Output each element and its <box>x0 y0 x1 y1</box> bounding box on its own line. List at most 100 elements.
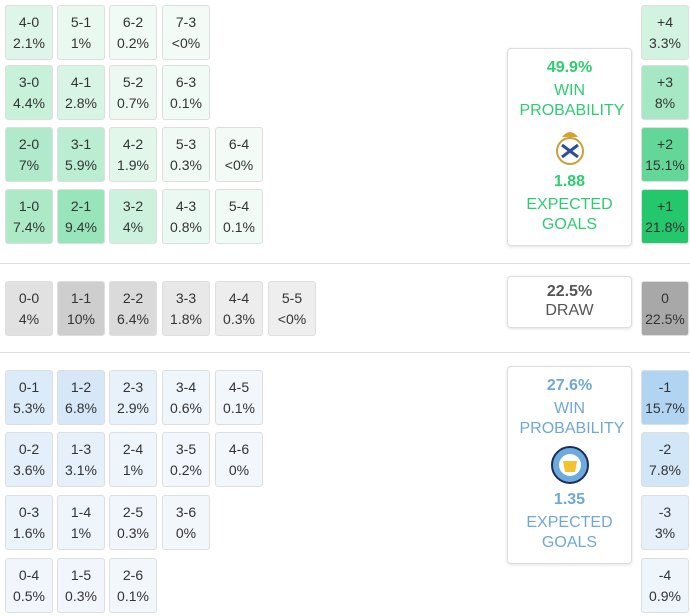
cell-label: 4-5 <box>228 378 250 395</box>
cell-probability: 5.3% <box>13 399 45 416</box>
cell-probability: 0.1% <box>223 218 255 235</box>
cell-label: +3 <box>657 73 673 90</box>
cell-label: 4-3 <box>175 197 197 214</box>
cell-label: -3 <box>658 503 672 520</box>
score-cell: 5-1 1% <box>57 5 105 60</box>
score-cell: 4-0 2.1% <box>5 5 53 60</box>
score-cell: 0-4 0.5% <box>5 558 53 613</box>
cell-label: 2-6 <box>122 566 144 583</box>
score-cell: 2-6 0.1% <box>109 558 157 613</box>
cell-label: 5-4 <box>228 197 250 214</box>
cell-label: 0-1 <box>18 378 40 395</box>
team-crest <box>555 132 584 165</box>
cell-probability: 3% <box>654 524 676 541</box>
cell-probability: 9.4% <box>65 218 97 235</box>
cell-probability: 3.6% <box>13 461 45 478</box>
draw-probability: 22.5% <box>546 283 593 300</box>
cell-probability: <0% <box>277 310 307 327</box>
cell-label: 3-6 <box>175 503 197 520</box>
cell-probability: 1.8% <box>170 310 202 327</box>
margin-cell: -1 15.7% <box>641 370 689 425</box>
score-cell: 2-0 7% <box>5 127 53 182</box>
separator <box>0 352 690 353</box>
cell-probability: 0.2% <box>170 461 202 478</box>
cell-probability: 4.4% <box>13 94 45 111</box>
cell-probability: 10% <box>66 310 96 327</box>
cell-probability: 4% <box>122 218 144 235</box>
cell-probability: 0.3% <box>223 310 255 327</box>
goals-label: EXPECTED GOALS <box>526 196 613 233</box>
cell-probability: 2.9% <box>117 399 149 416</box>
win-probability: 27.6% <box>546 377 593 394</box>
score-cell: 5-3 0.3% <box>162 127 210 182</box>
cell-label: 1-2 <box>70 378 92 395</box>
margin-cell: +1 21.8% <box>641 189 689 244</box>
team-crest <box>550 446 589 484</box>
score-cell: 1-4 1% <box>57 495 105 550</box>
draw-summary-card: 22.5% DRAW <box>507 276 632 328</box>
cell-probability: 2.8% <box>65 94 97 111</box>
cell-label: 4-4 <box>228 289 250 306</box>
cell-label: 6-4 <box>228 135 250 152</box>
score-cell: 7-3 <0% <box>162 5 210 60</box>
cell-label: 2-0 <box>18 135 40 152</box>
score-cell: 4-4 0.3% <box>215 281 263 336</box>
cell-label: 3-1 <box>70 135 92 152</box>
cell-probability: 0% <box>175 524 197 541</box>
score-cell: 2-5 0.3% <box>109 495 157 550</box>
score-cell: 4-5 0.1% <box>215 370 263 425</box>
cell-probability: <0% <box>224 156 254 173</box>
cell-probability: 0.3% <box>65 587 97 604</box>
cell-probability: 0.5% <box>13 587 45 604</box>
score-cell: 0-2 3.6% <box>5 432 53 487</box>
cell-probability: 0.6% <box>170 399 202 416</box>
score-cell: 3-5 0.2% <box>162 432 210 487</box>
cell-label: 1-4 <box>70 503 92 520</box>
score-cell: 4-3 0.8% <box>162 189 210 244</box>
score-cell: 2-3 2.9% <box>109 370 157 425</box>
score-cell: 4-6 0% <box>215 432 263 487</box>
win-probability: 49.9% <box>546 59 593 76</box>
cell-probability: 7.8% <box>649 461 681 478</box>
score-cell: 4-1 2.8% <box>57 65 105 120</box>
cell-probability: 1% <box>122 461 144 478</box>
score-cell: 3-2 4% <box>109 189 157 244</box>
cell-label: 1-3 <box>70 440 92 457</box>
cell-probability: 15.7% <box>645 399 685 416</box>
margin-cell: +2 15.1% <box>641 127 689 182</box>
cell-label: 2-1 <box>70 197 92 214</box>
cell-probability: 1.9% <box>117 156 149 173</box>
cell-probability: 5.9% <box>65 156 97 173</box>
score-cell: 0-0 4% <box>5 281 53 336</box>
expected-goals: 1.88 <box>553 173 586 190</box>
score-cell: 3-3 1.8% <box>162 281 210 336</box>
score-cell: 5-2 0.7% <box>109 65 157 120</box>
score-cell: 3-6 0% <box>162 495 210 550</box>
score-cell: 0-1 5.3% <box>5 370 53 425</box>
margin-cell: +3 8% <box>641 65 689 120</box>
cell-label: 2-5 <box>122 503 144 520</box>
margin-cell: +4 3.3% <box>641 5 689 60</box>
cell-label: 4-0 <box>18 13 40 30</box>
cell-probability: 2.1% <box>13 34 45 51</box>
cell-label: 5-2 <box>122 73 144 90</box>
cell-label: 4-1 <box>70 73 92 90</box>
win-label: WIN PROBABILITY <box>519 400 625 437</box>
cell-probability: <0% <box>171 34 201 51</box>
cell-label: 0 <box>661 289 669 306</box>
score-cell: 5-5 <0% <box>268 281 316 336</box>
cell-label: +2 <box>657 135 673 152</box>
cell-probability: 0.2% <box>117 34 149 51</box>
score-cell: 5-4 0.1% <box>215 189 263 244</box>
cell-probability: 0% <box>228 461 250 478</box>
cell-label: 2-2 <box>122 289 144 306</box>
score-cell: 0-3 1.6% <box>5 495 53 550</box>
score-cell: 6-4 <0% <box>215 127 263 182</box>
score-cell: 1-1 10% <box>57 281 105 336</box>
cell-probability: 0.7% <box>117 94 149 111</box>
score-cell: 2-1 9.4% <box>57 189 105 244</box>
cell-label: 3-3 <box>175 289 197 306</box>
expected-goals: 1.35 <box>553 491 586 508</box>
cell-label: 0-2 <box>18 440 40 457</box>
